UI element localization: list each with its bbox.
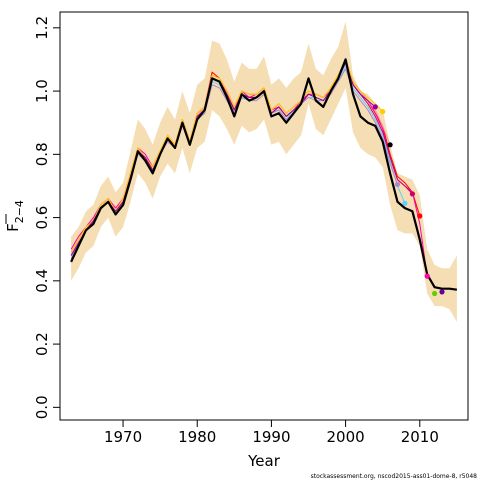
end-point-2005 (380, 109, 386, 115)
series-line-retro-6 (70, 58, 384, 253)
y-axis-title: F2−4 (4, 200, 26, 232)
end-points-layer (372, 104, 445, 297)
x-tick-label-1970: 1970 (104, 428, 142, 446)
x-tick-label-2010: 2010 (401, 428, 439, 446)
y-tick-label-2: 0.4 (33, 269, 51, 293)
x-tick-label-2000: 2000 (327, 428, 365, 446)
y-axis-title-subscript: 2−4 (13, 200, 26, 223)
x-axis: 1970 1980 1990 2000 2010 (104, 419, 439, 446)
end-point-2011 (424, 273, 430, 279)
end-point-2009 (409, 191, 415, 197)
svg-text:F2−4: F2−4 (4, 200, 26, 232)
end-point-2007 (394, 181, 401, 187)
end-point-2010 (417, 213, 423, 219)
y-tick-label-3: 0.6 (33, 206, 51, 230)
end-point-2013 (439, 289, 445, 295)
y-tick-label-4: 0.8 (33, 142, 51, 166)
series-layer (70, 58, 458, 291)
y-axis-title-main: F (4, 223, 22, 232)
y-tick-label-1: 0.2 (33, 332, 51, 356)
x-tick-label-1990: 1990 (252, 428, 290, 446)
confidence-band (71, 21, 457, 322)
series-line-final (70, 58, 458, 291)
end-point-2012 (432, 290, 438, 297)
y-axis: 0.0 0.2 0.4 0.6 0.8 1.0 1.2 (33, 16, 61, 419)
end-point-2008 (402, 200, 408, 206)
y-tick-label-6: 1.2 (33, 16, 51, 40)
confidence-band-layer (71, 21, 457, 322)
credit-text: stockassessment.org, nscod2015-ass01-dom… (311, 473, 478, 480)
x-tick-label-1980: 1980 (178, 428, 216, 446)
end-point-2006 (387, 142, 393, 148)
end-point-2004 (372, 104, 378, 110)
y-tick-label-0: 0.0 (33, 395, 51, 419)
x-axis-title: Year (247, 452, 281, 470)
y-tick-label-5: 1.0 (33, 79, 51, 103)
